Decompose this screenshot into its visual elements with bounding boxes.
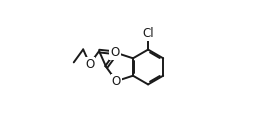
Text: O: O [85,57,94,71]
Text: O: O [110,46,120,59]
Text: Cl: Cl [142,27,154,40]
Text: O: O [112,75,121,88]
